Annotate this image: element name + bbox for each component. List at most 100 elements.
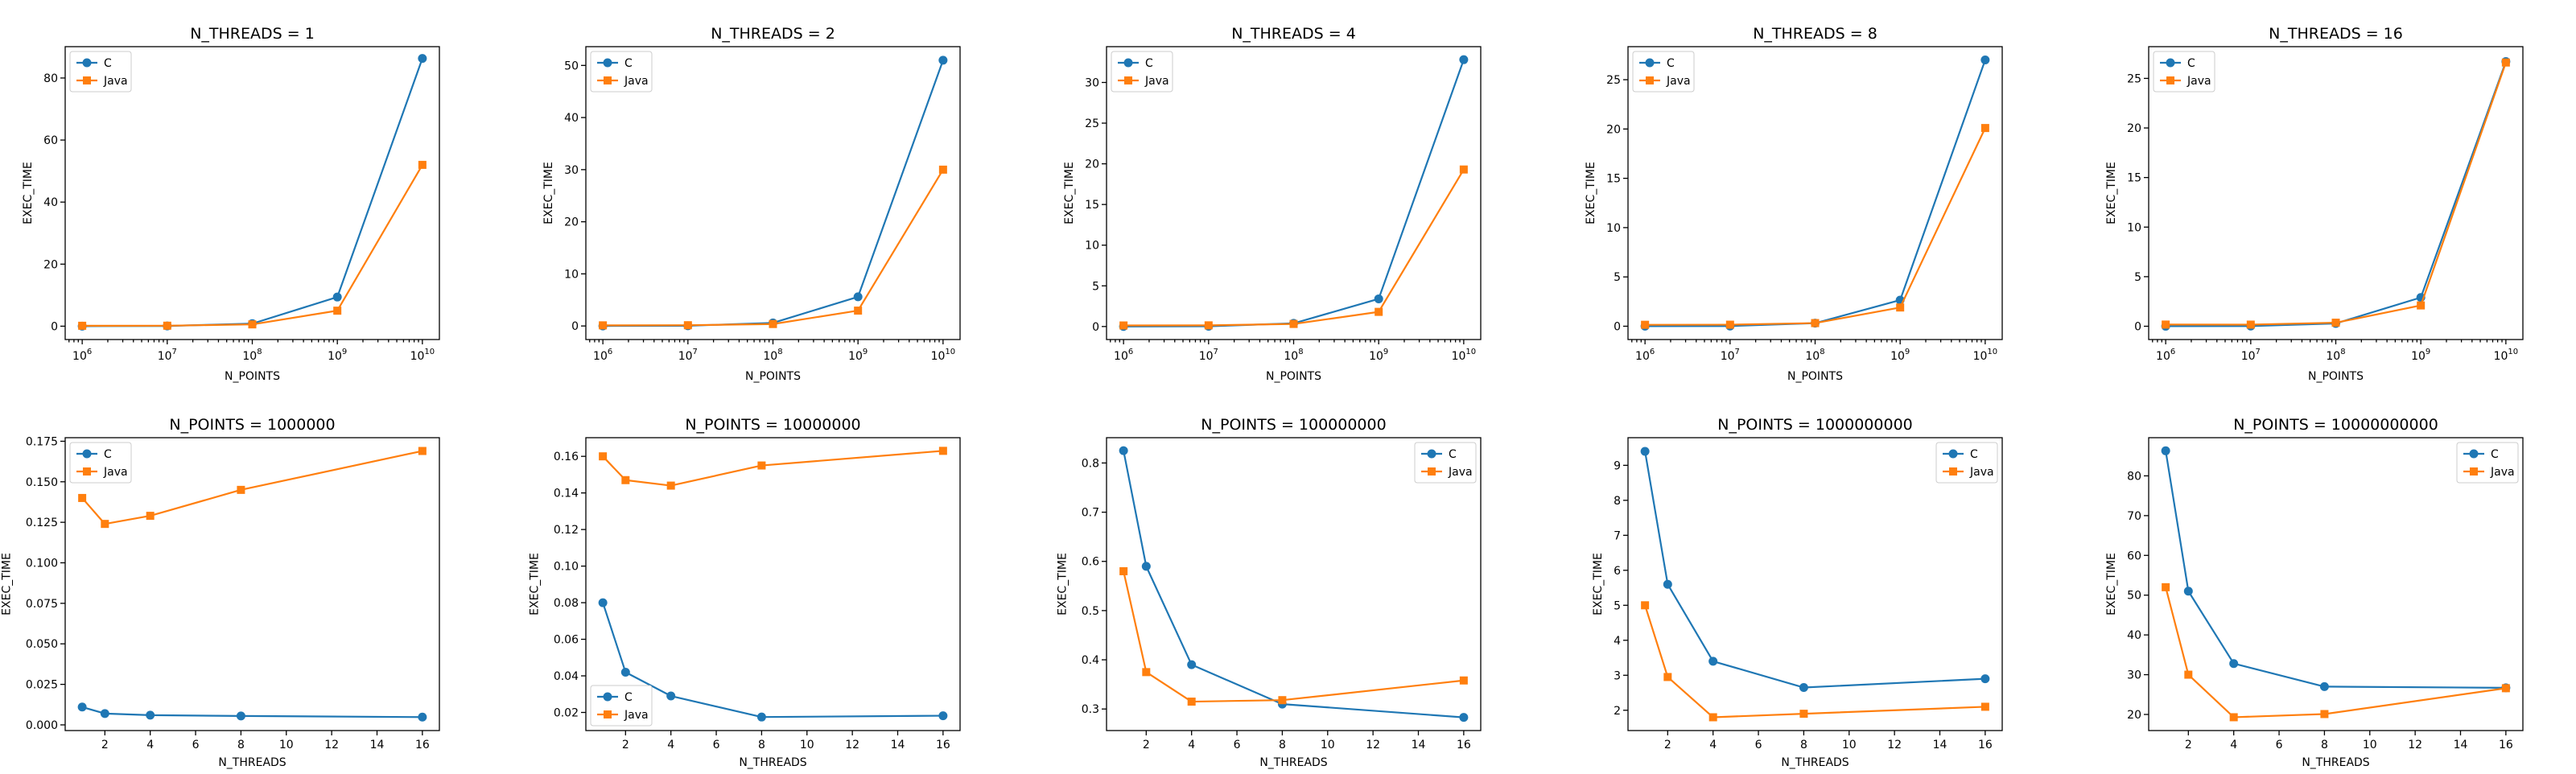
data-point	[2501, 684, 2510, 693]
legend-label: Java	[2490, 466, 2515, 479]
x-tick-label: 16	[2499, 739, 2513, 751]
x-tick-label: 108	[1284, 348, 1303, 363]
y-tick-label: 0.4	[1082, 654, 1099, 667]
series-line	[602, 602, 943, 718]
y-axis-label: EXEC_TIME	[528, 553, 541, 615]
y-tick-label: 10	[564, 268, 579, 281]
x-tick-label: 4	[1709, 739, 1717, 751]
x-axis-label: N_POINTS	[1787, 370, 1843, 383]
y-axis-label: EXEC_TIME	[1585, 162, 1597, 224]
legend-label: C	[2187, 57, 2195, 70]
y-tick-label: 30	[564, 164, 579, 177]
x-tick-label: 1010	[410, 348, 435, 363]
y-axis-label: EXEC_TIME	[2105, 553, 2118, 615]
series-c	[1119, 446, 1469, 723]
x-tick-label: 8	[237, 739, 245, 751]
data-point	[1725, 320, 1734, 329]
legend-marker	[83, 76, 91, 84]
legend-label: C	[1667, 57, 1675, 70]
y-tick-label: 15	[1606, 173, 1621, 186]
data-point	[1119, 446, 1128, 455]
x-tick-label: 6	[2276, 739, 2283, 751]
data-point	[418, 447, 427, 455]
x-tick-label: 109	[2411, 348, 2430, 363]
series-line	[603, 169, 944, 327]
x-tick-label: 2	[2185, 739, 2192, 751]
x-tick-label: 12	[2408, 739, 2422, 751]
data-point	[938, 165, 947, 174]
data-point	[2320, 710, 2329, 718]
series-java	[599, 165, 947, 330]
y-tick-label: 0.14	[554, 488, 579, 500]
legend-label: Java	[1666, 75, 1691, 88]
data-point	[2183, 587, 2193, 596]
data-point	[1374, 294, 1383, 303]
series-line	[1123, 169, 1465, 327]
data-point	[1187, 698, 1196, 706]
series-line	[2165, 451, 2506, 689]
x-tick-label: 16	[1978, 739, 1993, 751]
data-point	[1459, 165, 1468, 174]
x-axis-label: N_THREADS	[2302, 756, 2369, 769]
x-tick-label: 2	[622, 739, 629, 751]
data-point	[1375, 307, 1383, 316]
series-java	[2162, 583, 2510, 722]
y-tick-label: 40	[2127, 629, 2141, 642]
legend-marker	[82, 58, 92, 68]
y-tick-label: 0.12	[554, 524, 579, 537]
y-tick-label: 60	[43, 134, 58, 147]
x-tick-label: 6	[1234, 739, 1241, 751]
y-axis-label: EXEC_TIME	[1063, 162, 1076, 224]
data-point	[1459, 713, 1469, 723]
x-tick-label: 4	[146, 739, 154, 751]
data-point	[2229, 713, 2238, 722]
x-tick-label: 10	[2363, 739, 2377, 751]
x-tick-label: 108	[242, 348, 262, 363]
series-java	[2162, 58, 2510, 329]
x-tick-label: 12	[1366, 739, 1380, 751]
series-java	[1119, 165, 1468, 330]
series-line	[81, 706, 422, 718]
chart-title: N_POINTS = 10000000000	[2233, 416, 2438, 434]
data-point	[938, 56, 948, 65]
x-axis-label: N_POINTS	[1266, 370, 1321, 383]
x-axis-label: N_THREADS	[1259, 756, 1327, 769]
axes-frame	[64, 437, 440, 731]
data-point	[2161, 446, 2170, 455]
series-c	[77, 702, 427, 722]
x-tick-label: 1010	[2494, 348, 2519, 363]
series-c	[1640, 447, 1990, 693]
y-tick-label: 0.100	[26, 558, 58, 570]
subplot-5: N_THREADS = 16 106 107 108 109 1010 0 5 10 15 20 25…	[2105, 25, 2524, 383]
data-point	[163, 321, 171, 330]
y-tick-label: 0.025	[26, 679, 58, 692]
data-point	[2319, 681, 2329, 691]
series-c	[1640, 56, 1990, 331]
x-tick-label: 106	[1635, 348, 1655, 363]
chart-title: N_POINTS = 100000000	[1201, 416, 1386, 434]
axes-frame	[2148, 437, 2524, 731]
x-tick-label: 108	[2326, 348, 2345, 363]
x-tick-label: 6	[192, 739, 200, 751]
y-tick-label: 80	[2127, 470, 2141, 483]
y-tick-label: 30	[1085, 76, 1099, 89]
series-line	[2166, 62, 2507, 326]
x-tick-label: 1010	[1973, 348, 1998, 363]
x-tick-label: 14	[1933, 739, 1947, 751]
series-line	[2166, 61, 2507, 327]
data-point	[100, 709, 109, 718]
x-tick-label: 2	[1664, 739, 1671, 751]
y-tick-label: 50	[564, 60, 579, 72]
data-point	[236, 711, 245, 721]
y-tick-label: 6	[1614, 565, 1621, 578]
data-point	[2417, 301, 2426, 310]
series-java	[78, 447, 427, 529]
data-point	[1640, 447, 1650, 456]
data-point	[1641, 601, 1650, 610]
y-tick-label: 4	[1614, 635, 1621, 648]
x-axis-label: N_POINTS	[225, 370, 280, 383]
subplot-7: N_POINTS = 10000000 2 4 6 8 10 12 14 16 0.02 0.04 0…	[528, 416, 961, 769]
x-tick-label: 109	[1890, 348, 1910, 363]
x-tick-label: 1010	[931, 348, 956, 363]
x-tick-label: 108	[1805, 348, 1824, 363]
